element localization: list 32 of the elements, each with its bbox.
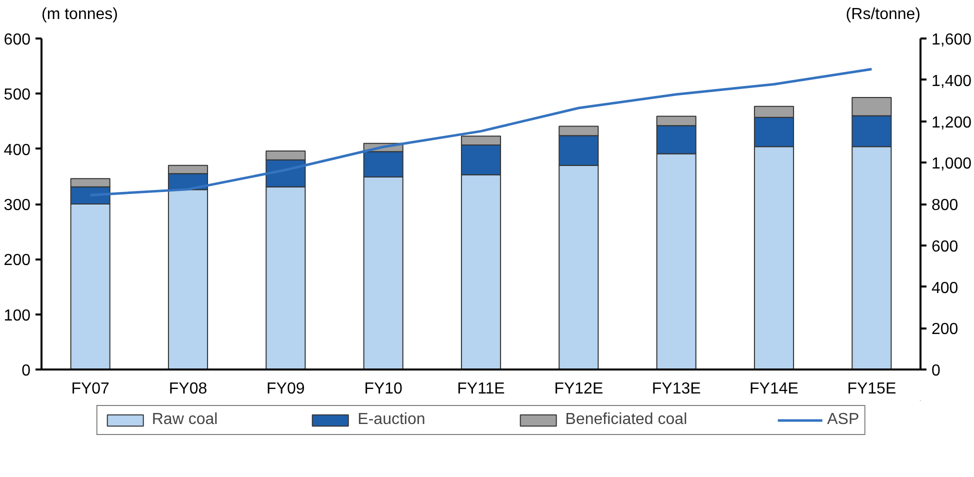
x-tick-label: FY14E (750, 380, 798, 398)
y2-tick-label: 600 (932, 238, 958, 256)
y2-tick-label: 1,400 (932, 72, 972, 90)
x-tick-label: FY07 (71, 380, 110, 398)
y2-tick-label: 800 (932, 197, 958, 214)
y-tick-label: 0 (22, 362, 31, 380)
y2-tick-label: 1,200 (932, 114, 972, 132)
y-tick-label: 600 (4, 32, 31, 48)
x-tick-label: FY10 (364, 380, 403, 398)
legend-label: Raw coal (152, 411, 218, 429)
x-tick-label: FY09 (266, 380, 305, 398)
y-tick-label: 100 (4, 307, 31, 324)
line-series (89, 68, 873, 196)
y-tick-label: 500 (4, 86, 31, 104)
y2-tick-label: 400 (932, 280, 958, 297)
y2-tick-label: 0 (932, 362, 940, 380)
y2-tick-label: 1,000 (932, 156, 972, 173)
legend-label: ASP (827, 411, 860, 429)
x-tick-label: FY13E (652, 380, 701, 398)
y-tick-label: 200 (4, 252, 31, 270)
legend-label: Beneficiated coal (565, 411, 688, 429)
y-tick-label: 400 (4, 142, 31, 159)
y2-tick-label: 200 (932, 321, 958, 338)
x-tick-label: FY15E (847, 380, 896, 398)
x-tick-label: FY11E (457, 380, 505, 398)
y2-tick-label: 1,600 (932, 32, 972, 48)
y-tick-label: 300 (4, 197, 31, 214)
y-axis-title: (m tonnes) (42, 6, 118, 23)
legend-label: E-auction (358, 411, 426, 429)
x-tick-label: FY08 (168, 380, 208, 398)
x-tick-label: FY12E (554, 380, 604, 398)
y2-axis-title: (Rs/tonne) (846, 6, 921, 23)
